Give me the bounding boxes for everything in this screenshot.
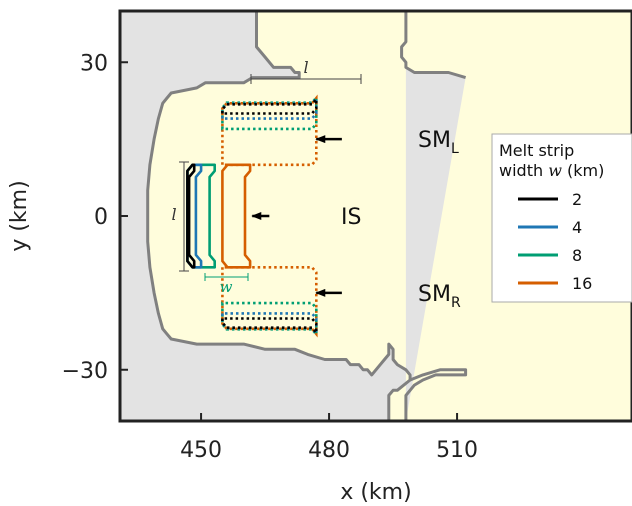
smr-label: SMR — [418, 282, 461, 311]
melt-strips — [186, 94, 318, 338]
y-tick-label-1: 0 — [94, 205, 108, 230]
legend-box — [491, 133, 632, 303]
l-label-left: l — [171, 205, 176, 224]
legend: Melt strip width w (km) 2 4 8 16 — [491, 133, 632, 303]
legend-title-var: w — [548, 161, 562, 180]
legend-title-line1: Melt strip — [499, 141, 574, 160]
is-strip-2 — [186, 163, 196, 269]
sml-label-sub: L — [451, 141, 459, 157]
legend-label-16: 16 — [572, 274, 592, 293]
axis-ticks: 450 480 510 30 0 −30 — [62, 51, 479, 463]
l-label-top: l — [303, 58, 308, 77]
w-label: w — [220, 278, 233, 296]
ice-shelf-fill — [147, 11, 411, 421]
sml-label: SML — [418, 128, 459, 157]
ice-front-line-bottom-right — [404, 368, 468, 421]
legend-title-prefix: width — [499, 161, 548, 180]
y-axis-title: y (km) — [7, 180, 32, 251]
annotations: l l w IS SML SMR — [171, 58, 461, 311]
x-axis-title: x (km) — [340, 480, 411, 505]
is-label: IS — [341, 205, 361, 230]
legend-label-2: 2 — [572, 190, 582, 209]
sm-strip-right-2 — [221, 317, 318, 337]
legend-label-4: 4 — [572, 218, 582, 237]
x-tick-label-0: 450 — [180, 438, 222, 463]
smr-label-sub: R — [451, 295, 461, 311]
ice-front-lines — [146, 11, 468, 421]
ice-front-line-top-right — [400, 11, 467, 80]
smr-label-main: SM — [418, 282, 451, 307]
y-tick-label-2: −30 — [62, 359, 108, 384]
legend-entries: 2 4 8 16 — [518, 190, 592, 293]
legend-label-8: 8 — [572, 246, 582, 265]
x-tick-label-2: 510 — [436, 438, 478, 463]
sml-label-main: SM — [418, 128, 451, 153]
sm-strip-left-16 — [221, 94, 318, 167]
ice-front-line-left — [146, 11, 412, 421]
legend-title-suffix: (km) — [562, 161, 604, 180]
sm-strip-right-16 — [221, 265, 318, 338]
is-strip-16 — [221, 163, 252, 269]
sm-strip-left-2 — [221, 95, 318, 115]
legend-title-line2: width w (km) — [499, 161, 604, 180]
y-tick-label-0: 30 — [80, 51, 108, 76]
x-tick-label-1: 480 — [308, 438, 350, 463]
